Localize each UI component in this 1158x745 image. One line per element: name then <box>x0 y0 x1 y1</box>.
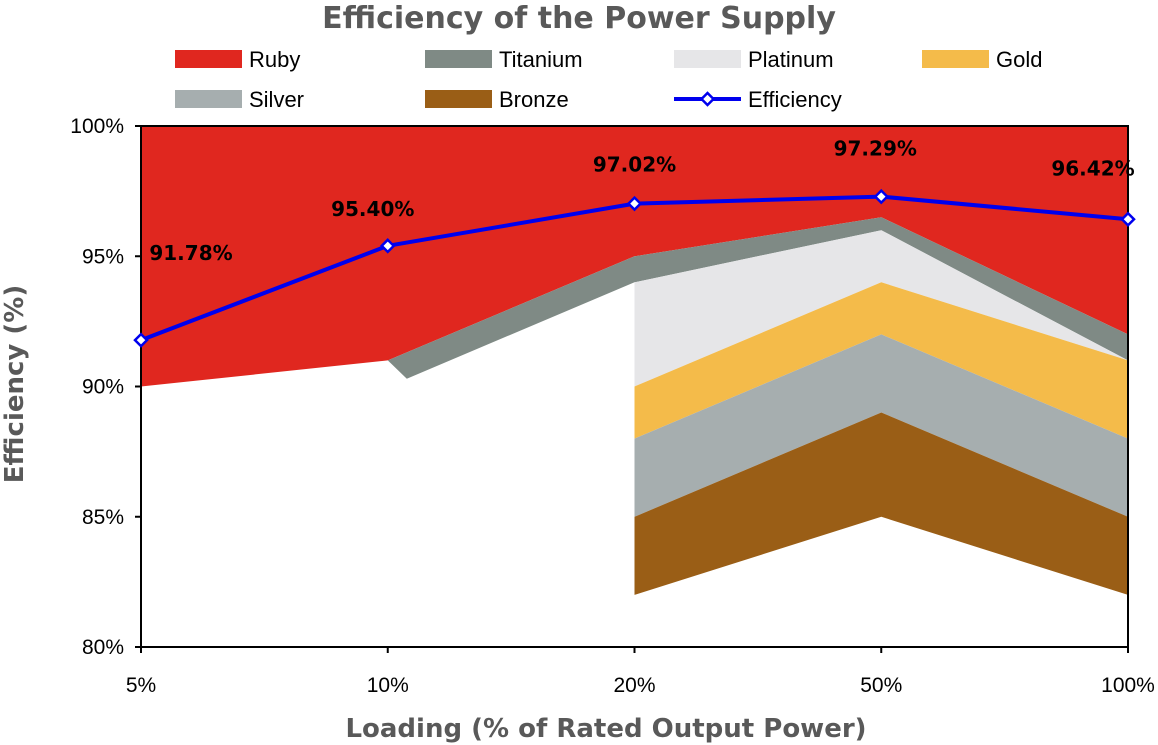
data-label: 95.40% <box>331 197 414 221</box>
y-tick-label: 95% <box>82 245 124 268</box>
legend-swatch-bronze <box>425 90 492 108</box>
x-tick-label: 50% <box>860 674 902 697</box>
legend-swatch-silver <box>175 90 242 108</box>
legend-swatch-titanium <box>425 50 492 68</box>
band-platinum <box>634 230 1128 387</box>
y-axis-title: Efficiency (%) <box>0 285 30 483</box>
legend-label-ruby: Ruby <box>249 47 300 72</box>
x-axis-title: Loading (% of Rated Output Power) <box>345 714 866 744</box>
data-labels: 91.78% 95.40% 97.02% 97.29% 96.42% <box>149 137 1134 266</box>
x-tick-label: 20% <box>613 674 655 697</box>
data-label: 96.42% <box>1051 156 1134 180</box>
x-tick-label: 5% <box>126 674 156 697</box>
efficiency-marker <box>626 195 643 212</box>
band-bronze <box>634 412 1128 595</box>
legend-label-titanium: Titanium <box>499 47 583 72</box>
legend-swatch-ruby <box>175 50 242 68</box>
chart-title: Efficiency of the Power Supply <box>322 1 836 36</box>
y-axis: 80% 85% 90% 95% 100% <box>70 115 141 659</box>
band-silver <box>634 334 1128 517</box>
data-label: 91.78% <box>149 241 232 265</box>
efficiency-marker <box>1120 211 1136 228</box>
band-gold <box>634 282 1128 439</box>
efficiency-marker <box>133 332 149 348</box>
legend-label-bronze: Bronze <box>499 87 569 112</box>
x-tick-label: 100% <box>1101 674 1155 697</box>
chart-legend: Ruby Titanium Platinum Gold Silver Bronze Effi… <box>175 47 1042 112</box>
legend-swatch-gold <box>922 50 989 68</box>
y-tick-label: 90% <box>82 376 124 399</box>
efficiency-marker <box>379 238 396 254</box>
y-tick-label: 85% <box>82 506 124 529</box>
legend-label-gold: Gold <box>996 47 1042 72</box>
legend-label-platinum: Platinum <box>748 47 834 72</box>
data-label: 97.02% <box>593 153 676 177</box>
band-titanium <box>387 217 1128 379</box>
data-label: 97.29% <box>834 137 917 161</box>
x-axis: 5% 10% 20% 50% 100% <box>126 647 1155 697</box>
efficiency-series <box>133 188 1136 348</box>
legend-label-silver: Silver <box>249 87 304 112</box>
legend-label-efficiency: Efficiency <box>748 87 842 112</box>
y-tick-label: 80% <box>82 636 124 659</box>
x-tick-label: 10% <box>367 674 409 697</box>
legend-swatch-platinum <box>674 50 741 68</box>
y-tick-label: 100% <box>70 115 124 138</box>
efficiency-marker <box>873 188 890 205</box>
legend-marker-efficiency <box>699 91 716 107</box>
